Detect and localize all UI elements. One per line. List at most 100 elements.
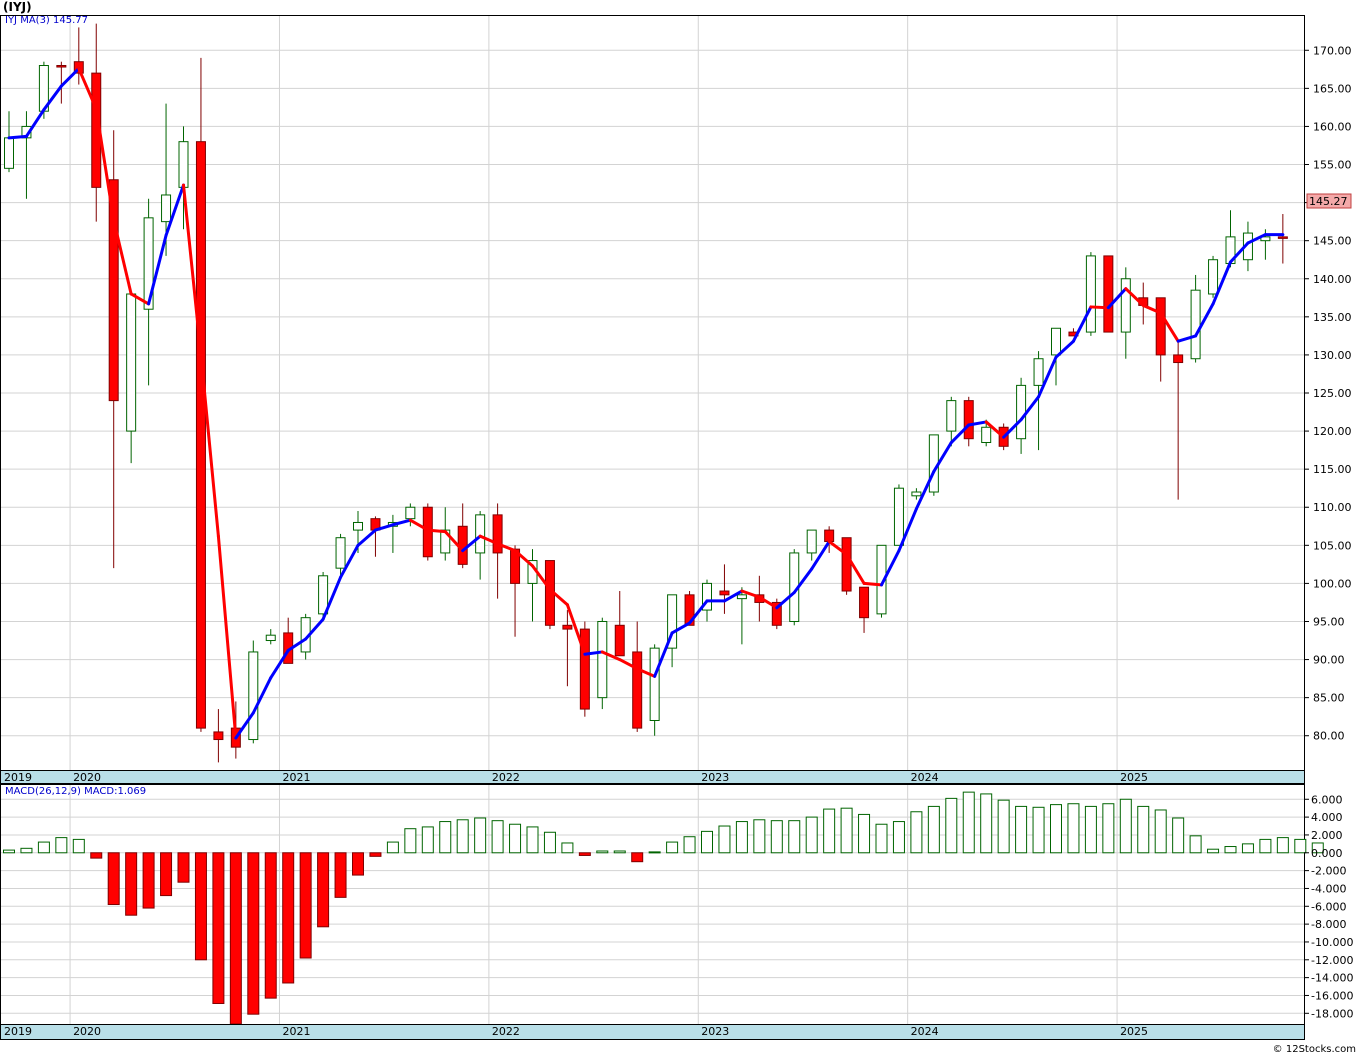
macd-bar-positive — [1294, 838, 1307, 854]
macd-bar-negative — [229, 852, 242, 1025]
macd-bar-negative — [107, 852, 120, 906]
candle-up — [1190, 289, 1201, 360]
macd-bar-positive — [439, 821, 452, 854]
price-legend: IYJ MA(3) 145.77 — [5, 15, 88, 26]
ma-segment — [304, 617, 325, 641]
year-label: 2023 — [701, 1025, 729, 1038]
ma-segment — [583, 650, 604, 656]
candle-up — [1260, 236, 1271, 242]
macd-bar-positive — [788, 820, 801, 854]
price-tick-label: 110.00 — [1313, 501, 1352, 514]
legend-ma-value: 145.77 — [53, 15, 89, 26]
macd-bar-positive — [858, 813, 871, 854]
ma-segment — [478, 534, 500, 546]
ma-segment — [42, 84, 63, 112]
macd-bar-negative — [317, 852, 330, 928]
candle-down — [1173, 354, 1184, 364]
ma-segment — [845, 552, 866, 585]
ma-segment — [7, 134, 28, 140]
macd-bar-positive — [945, 797, 958, 854]
ma-segment — [670, 621, 692, 635]
candle-up — [1016, 384, 1027, 440]
macd-bar-positive — [1276, 837, 1289, 854]
macd-bar-positive — [1189, 835, 1202, 854]
candle-down — [614, 624, 625, 657]
macd-bar-positive — [386, 841, 399, 854]
year-label: 2022 — [492, 771, 520, 784]
ma-segment — [1211, 260, 1232, 306]
ma-segment — [426, 528, 447, 534]
ma-segment — [24, 108, 46, 138]
candle-up — [946, 400, 957, 432]
price-tick-label: 90.00 — [1313, 654, 1345, 667]
candle-down — [719, 590, 730, 596]
price-tick-label: 145.00 — [1313, 235, 1352, 248]
macd-bar-positive — [526, 826, 539, 854]
macd-tick-label: -12.000 — [1311, 954, 1353, 967]
macd-bar-negative — [142, 852, 155, 909]
macd-bar-positive — [1154, 809, 1167, 854]
year-label: 2020 — [73, 1025, 101, 1038]
macd-tick-label: -14.000 — [1311, 972, 1353, 985]
macd-bar-positive — [421, 826, 434, 854]
macd-bar-negative — [631, 852, 644, 863]
candle-up — [265, 634, 276, 642]
macd-tick-label: 2.000 — [1311, 829, 1343, 842]
legend-ma: MA(3) — [20, 15, 50, 26]
macd-tick-label: -10.000 — [1311, 936, 1353, 949]
macd-bar-positive — [55, 837, 68, 854]
legend-symbol: IYJ — [5, 15, 18, 26]
year-label: 2019 — [4, 1025, 32, 1038]
macd-bar-negative — [247, 852, 260, 1015]
macd-tick-label: -8.000 — [1311, 918, 1346, 931]
macd-bar-positive — [404, 828, 417, 854]
macd-bar-positive — [474, 817, 487, 854]
ma-segment — [740, 589, 761, 599]
macd-legend: MACD(26,12,9) MACD:1.069 — [5, 786, 146, 797]
ma-segment — [129, 292, 151, 306]
macd-legend-value: MACD:1.069 — [84, 786, 147, 797]
candle-up — [736, 594, 747, 600]
price-tick-label: 115.00 — [1313, 463, 1352, 476]
ma-segment — [600, 650, 622, 662]
ma-segment — [1019, 395, 1041, 422]
year-grid — [69, 16, 1118, 770]
candle-up — [353, 521, 363, 531]
candle-up — [126, 293, 137, 432]
price-tick-label: 140.00 — [1313, 273, 1352, 286]
macd-tick-label: -6.000 — [1311, 900, 1346, 913]
ma-segment — [321, 575, 343, 621]
year-label: 2022 — [492, 1025, 520, 1038]
ma-segment — [984, 420, 1006, 439]
candle-up — [161, 194, 172, 223]
price-tick-label: 130.00 — [1313, 349, 1352, 362]
candle-down — [684, 594, 695, 626]
macd-bar-positive — [1119, 798, 1132, 854]
macd-tick-label: 4.000 — [1311, 811, 1343, 824]
candle-down — [56, 65, 67, 68]
ma-segment — [216, 534, 238, 740]
candle-down — [195, 141, 206, 729]
candle-up — [1120, 278, 1131, 333]
candle-down — [492, 514, 503, 554]
ma-segment — [1124, 287, 1145, 307]
ma-segment — [1002, 418, 1023, 439]
ma-segment — [880, 549, 901, 587]
macd-bar-positive — [1015, 805, 1028, 854]
macd-bar-negative — [177, 852, 190, 883]
ma-segment — [1194, 302, 1215, 338]
price-tick-label: 105.00 — [1313, 539, 1352, 552]
macd-bar-positive — [892, 821, 905, 854]
candle-up — [143, 217, 154, 310]
ma-segment — [932, 441, 953, 473]
price-tick-label: 155.00 — [1313, 159, 1352, 172]
candle-up — [876, 544, 887, 615]
macd-bar-positive — [613, 850, 626, 854]
ma-segment — [914, 469, 936, 511]
site-credit: © 12Stocks.com — [1272, 1044, 1356, 1055]
ma-segment — [443, 530, 465, 553]
price-tick-label: 100.00 — [1313, 577, 1352, 590]
macd-bar-positive — [72, 838, 85, 854]
price-tick-label: 165.00 — [1313, 82, 1352, 95]
ma-segment — [1037, 355, 1058, 399]
